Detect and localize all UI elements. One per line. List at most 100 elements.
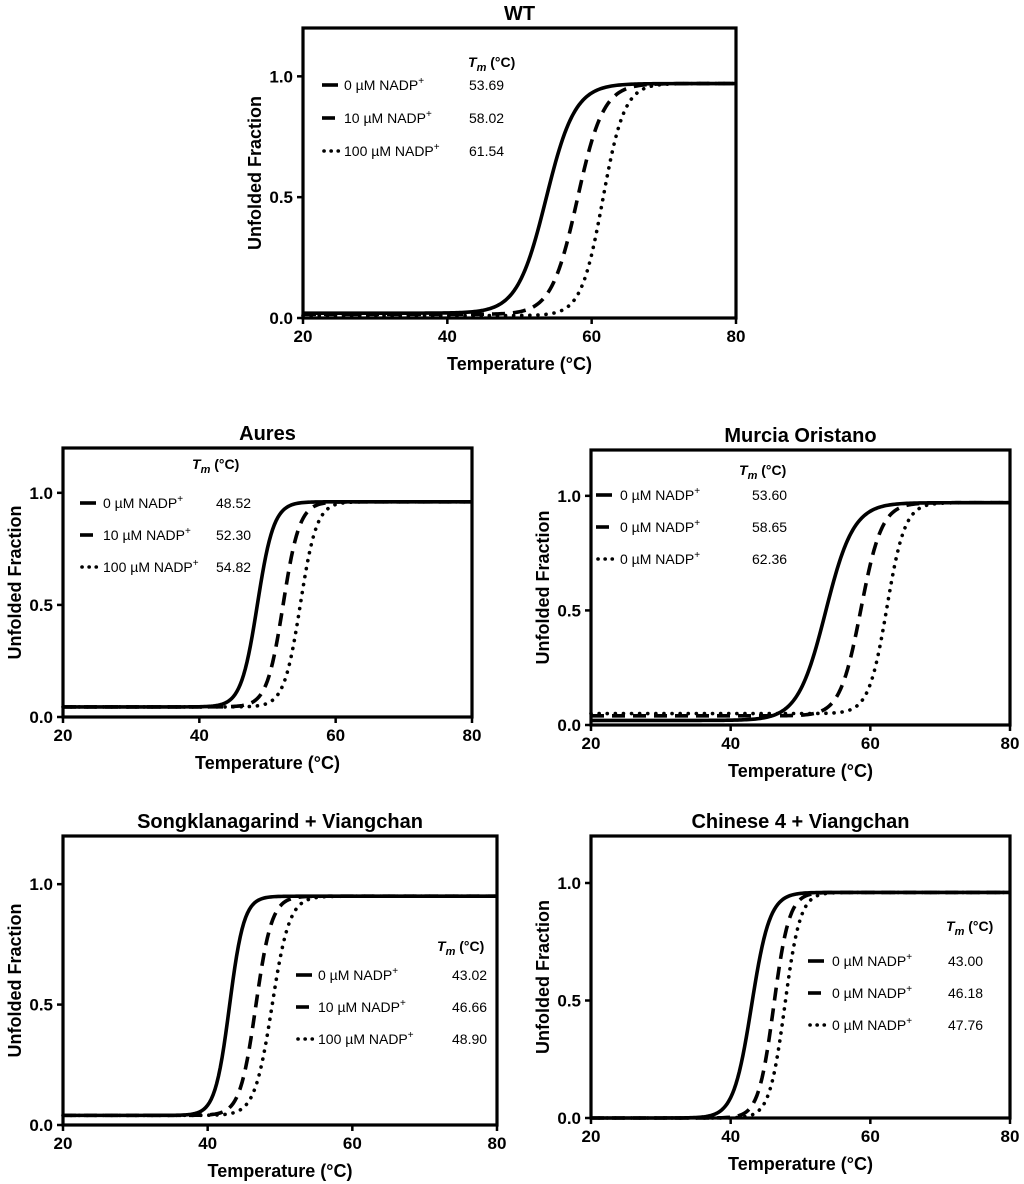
- x-axis-label: Temperature (°C): [208, 1161, 353, 1181]
- x-axis-label: Temperature (°C): [195, 753, 340, 773]
- legend-tm-value: 58.65: [752, 519, 787, 535]
- y-tick-label: 1.0: [29, 875, 53, 894]
- legend-tm-value: 47.76: [948, 1017, 983, 1033]
- chart-title: Aures: [239, 423, 296, 445]
- x-tick-label: 40: [190, 726, 209, 745]
- y-tick-label: 1.0: [557, 487, 581, 506]
- x-tick-label: 40: [198, 1134, 217, 1153]
- chart-title: Songklanagarind + Viangchan: [137, 811, 423, 833]
- chart-title: Chinese 4 + Viangchan: [691, 811, 909, 833]
- series-curve-2: [63, 894, 497, 1118]
- y-tick-label: 0.0: [557, 716, 581, 735]
- tm-header: Tm (°C): [739, 462, 786, 482]
- legend-tm-value: 46.66: [452, 999, 487, 1015]
- y-axis-label: Unfolded Fraction: [5, 904, 25, 1058]
- y-tick-label: 0.5: [29, 996, 53, 1015]
- plot-frame: [61, 446, 474, 719]
- x-tick-label: 80: [1001, 734, 1020, 753]
- legend-tm-value: 54.82: [216, 559, 251, 575]
- chart-title: Murcia Oristano: [724, 425, 876, 447]
- chart-title: WT: [504, 3, 535, 25]
- y-tick-label: 1.0: [269, 67, 293, 86]
- x-tick-label: 20: [54, 1134, 73, 1153]
- y-axis-label: Unfolded Fraction: [5, 506, 25, 660]
- legend-tm-value: 43.00: [948, 953, 983, 969]
- legend-label: 0 µM NADP+: [620, 550, 700, 567]
- chart-panel-5: Chinese 4 + Viangchan 20 40 60 80 0.0 0.5 1.0 Te…: [533, 811, 1019, 1174]
- series-curve-1: [591, 500, 1010, 723]
- legend-label: 0 µM NADP+: [832, 984, 912, 1001]
- y-tick-label: 1.0: [29, 484, 53, 503]
- legend-label: 100 µM NADP+: [344, 142, 440, 159]
- legend: Tm (°C) 0 µM NADP+ 53.69 10 µM NADP+ 58.02 10…: [322, 54, 515, 159]
- series-curve-3: [589, 890, 1012, 1120]
- legend-tm-value: 61.54: [469, 143, 504, 159]
- x-tick-label: 60: [582, 327, 601, 346]
- y-axis-label: Unfolded Fraction: [533, 900, 553, 1054]
- legend-tm-value: 48.52: [216, 495, 251, 511]
- series-curve-3: [61, 894, 499, 1118]
- chart-panel-3: Murcia Oristano 20 40 60 80 0.0 0.5 1.0 Temperat…: [533, 425, 1019, 781]
- y-tick-label: 0.5: [557, 601, 581, 620]
- legend-tm-value: 46.18: [948, 985, 983, 1001]
- x-tick-label: 20: [582, 1127, 601, 1146]
- legend-label: 10 µM NADP+: [318, 998, 406, 1015]
- plot-frame: [61, 834, 499, 1127]
- y-axis-label: Unfolded Fraction: [533, 511, 553, 665]
- legend-tm-value: 62.36: [752, 551, 787, 567]
- x-tick-label: 40: [438, 327, 457, 346]
- y-tick-label: 0.5: [269, 188, 293, 207]
- legend: Tm (°C) 0 µM NADP+ 43.00 0 µM NADP+ 46.18 0 µ…: [808, 918, 993, 1033]
- tm-header: Tm (°C): [946, 918, 993, 938]
- chart-panel-4: Songklanagarind + Viangchan 20 40 60 80 0.0 0.…: [5, 811, 506, 1181]
- x-tick-label: 60: [861, 734, 880, 753]
- y-tick-label: 0.5: [29, 596, 53, 615]
- tm-header: Tm (°C): [192, 456, 239, 476]
- series-curve-3: [589, 500, 1012, 716]
- legend: Tm (°C) 0 µM NADP+ 43.02 10 µM NADP+ 46.66 10…: [296, 938, 487, 1047]
- legend-label: 0 µM NADP+: [620, 486, 700, 503]
- legend-label: 0 µM NADP+: [832, 1016, 912, 1033]
- y-axis-label: Unfolded Fraction: [245, 96, 265, 250]
- x-tick-label: 20: [582, 734, 601, 753]
- x-tick-label: 80: [727, 327, 746, 346]
- x-tick-label: 60: [326, 726, 345, 745]
- y-tick-label: 1.0: [557, 874, 581, 893]
- legend-label: 100 µM NADP+: [318, 1030, 414, 1047]
- legend-tm-value: 52.30: [216, 527, 251, 543]
- legend: Tm (°C) 0 µM NADP+ 48.52 10 µM NADP+ 52.30 10…: [80, 456, 251, 575]
- x-tick-label: 60: [343, 1134, 362, 1153]
- legend: Tm (°C) 0 µM NADP+ 53.60 0 µM NADP+ 58.65 0 µ…: [596, 462, 787, 567]
- legend-label: 10 µM NADP+: [344, 109, 432, 126]
- series-curve-1: [63, 894, 497, 1118]
- x-tick-label: 40: [721, 734, 740, 753]
- y-tick-label: 0.0: [557, 1109, 581, 1128]
- tm-header: Tm (°C): [468, 54, 515, 74]
- y-tick-label: 0.0: [269, 309, 293, 328]
- legend-label: 0 µM NADP+: [344, 76, 424, 93]
- series-curve-3: [301, 81, 738, 318]
- legend-tm-value: 43.02: [452, 967, 487, 983]
- legend-label: 0 µM NADP+: [103, 494, 183, 511]
- plot-frame: [589, 448, 1012, 727]
- x-tick-label: 80: [1001, 1127, 1020, 1146]
- x-tick-label: 20: [54, 726, 73, 745]
- x-tick-label: 40: [721, 1127, 740, 1146]
- x-tick-label: 80: [488, 1134, 507, 1153]
- plot-frame: [589, 834, 1012, 1120]
- y-tick-label: 0.0: [29, 708, 53, 727]
- x-axis-label: Temperature (°C): [728, 761, 873, 781]
- x-axis-label: Temperature (°C): [447, 354, 592, 374]
- x-tick-label: 20: [294, 327, 313, 346]
- chart-panel-2: Aures 20 40 60 80 0.0 0.5 1.0 Temperature (°C) Un…: [5, 423, 481, 773]
- legend-label: 10 µM NADP+: [103, 526, 191, 543]
- x-tick-label: 60: [861, 1127, 880, 1146]
- tm-header: Tm (°C): [437, 938, 484, 958]
- legend-tm-value: 58.02: [469, 110, 504, 126]
- series-curve-2: [591, 500, 1010, 718]
- legend-label: 0 µM NADP+: [318, 966, 398, 983]
- plot-frame: [301, 26, 738, 320]
- legend-label: 0 µM NADP+: [832, 952, 912, 969]
- x-axis-label: Temperature (°C): [728, 1154, 873, 1174]
